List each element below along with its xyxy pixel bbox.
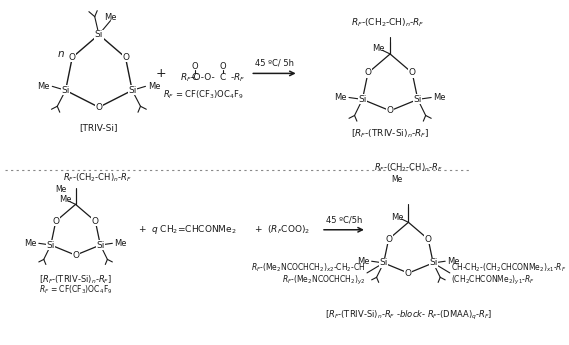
Text: [$R_F$-(TRIV-Si)$_n$-$R_F$]: [$R_F$-(TRIV-Si)$_n$-$R_F$] xyxy=(39,273,112,286)
Text: O: O xyxy=(409,68,416,77)
Text: Si: Si xyxy=(128,86,137,95)
Text: CH-CH$_2$-(CH$_2$CHCONMe$_2$)$_{x1}$-$R_F$: CH-CH$_2$-(CH$_2$CHCONMe$_2$)$_{x1}$-$R_… xyxy=(451,262,567,274)
Text: $R_F$ = CF(CF$_3$)OC$_4$F$_9$: $R_F$ = CF(CF$_3$)OC$_4$F$_9$ xyxy=(163,88,243,100)
Text: Me: Me xyxy=(372,44,385,53)
Text: Si: Si xyxy=(61,86,70,95)
Text: O: O xyxy=(96,103,102,112)
Text: (CH$_2$CHCONMe$_2$)$_{y1}$-$R_F$: (CH$_2$CHCONMe$_2$)$_{y1}$-$R_F$ xyxy=(451,274,535,287)
Text: Me: Me xyxy=(334,93,347,102)
Text: O: O xyxy=(365,68,372,77)
Text: 45 ºC/ 5h: 45 ºC/ 5h xyxy=(255,59,294,68)
Text: -$R_F$: -$R_F$ xyxy=(229,71,245,83)
Text: +  ($R_F$COO)$_2$: + ($R_F$COO)$_2$ xyxy=(254,224,311,236)
Text: +: + xyxy=(156,67,167,80)
Text: C: C xyxy=(220,73,226,82)
Text: Me: Me xyxy=(55,185,66,195)
Text: $R_F$-(Me$_2$NCOCHCH$_2$)$_{x2}$-CH$_2$-CH: $R_F$-(Me$_2$NCOCHCH$_2$)$_{x2}$-CH$_2$-… xyxy=(251,262,365,274)
Text: Si: Si xyxy=(380,258,388,267)
Text: Si: Si xyxy=(47,240,55,249)
Text: Me: Me xyxy=(148,82,160,91)
Text: O: O xyxy=(385,235,392,244)
Text: Me: Me xyxy=(114,239,127,248)
Text: 45 ºC/5h: 45 ºC/5h xyxy=(325,215,362,224)
Text: O: O xyxy=(191,62,198,71)
Text: $n$: $n$ xyxy=(57,49,64,59)
Text: Me: Me xyxy=(434,93,446,102)
Text: Me: Me xyxy=(391,176,402,185)
Text: Me: Me xyxy=(59,195,71,204)
Text: Me: Me xyxy=(38,82,50,91)
Text: O: O xyxy=(52,217,59,226)
Text: Me: Me xyxy=(357,257,369,266)
Text: $R_F$-(CH$_2$-CH)$_n$-$R_F$: $R_F$-(CH$_2$-CH)$_n$-$R_F$ xyxy=(374,162,443,174)
Text: Si: Si xyxy=(358,95,366,104)
Text: O: O xyxy=(386,106,394,115)
Text: +  $q$ CH$_2$=CHCONMe$_2$: + $q$ CH$_2$=CHCONMe$_2$ xyxy=(138,223,237,236)
Text: Si: Si xyxy=(414,95,422,104)
Text: [$R_F$-(TRIV-Si)$_n$-$R_F$]: [$R_F$-(TRIV-Si)$_n$-$R_F$] xyxy=(351,128,429,140)
Text: O: O xyxy=(424,235,432,244)
Text: [$R_F$-(TRIV-Si)$_n$-$R_F$ -$\mathit{block}$- $R_F$-(DMAA)$_q$-$R_F$]: [$R_F$-(TRIV-Si)$_n$-$R_F$ -$\mathit{blo… xyxy=(325,309,492,322)
Text: O: O xyxy=(92,217,99,226)
Text: C: C xyxy=(191,73,197,82)
Text: O: O xyxy=(72,251,79,260)
Text: Si: Si xyxy=(94,30,103,39)
Text: O: O xyxy=(405,269,412,278)
Text: $R_F$-(CH$_2$-CH)$_n$-$R_F$: $R_F$-(CH$_2$-CH)$_n$-$R_F$ xyxy=(63,172,132,184)
Text: [TRIV-Si]: [TRIV-Si] xyxy=(80,123,118,132)
Text: O: O xyxy=(69,53,76,62)
Text: Si: Si xyxy=(429,258,438,267)
Text: O: O xyxy=(220,62,226,71)
Text: Me: Me xyxy=(447,257,460,266)
Text: $R_F$-: $R_F$- xyxy=(180,71,195,83)
Text: O: O xyxy=(122,53,129,62)
Text: $R_F$ = CF(CF$_3$)OC$_4$F$_9$: $R_F$ = CF(CF$_3$)OC$_4$F$_9$ xyxy=(39,283,112,296)
Text: $R_F$-(Me$_2$NCOCHCH$_2$)$_{y2}$: $R_F$-(Me$_2$NCOCHCH$_2$)$_{y2}$ xyxy=(282,274,365,287)
Text: -O-O-: -O-O- xyxy=(191,73,215,82)
Text: Si: Si xyxy=(96,240,105,249)
Text: Me: Me xyxy=(391,213,404,222)
Text: Me: Me xyxy=(104,13,117,22)
Text: $R_F$-(CH$_2$-CH)$_n$-$R_F$: $R_F$-(CH$_2$-CH)$_n$-$R_F$ xyxy=(351,16,424,29)
Text: Me: Me xyxy=(24,239,36,248)
